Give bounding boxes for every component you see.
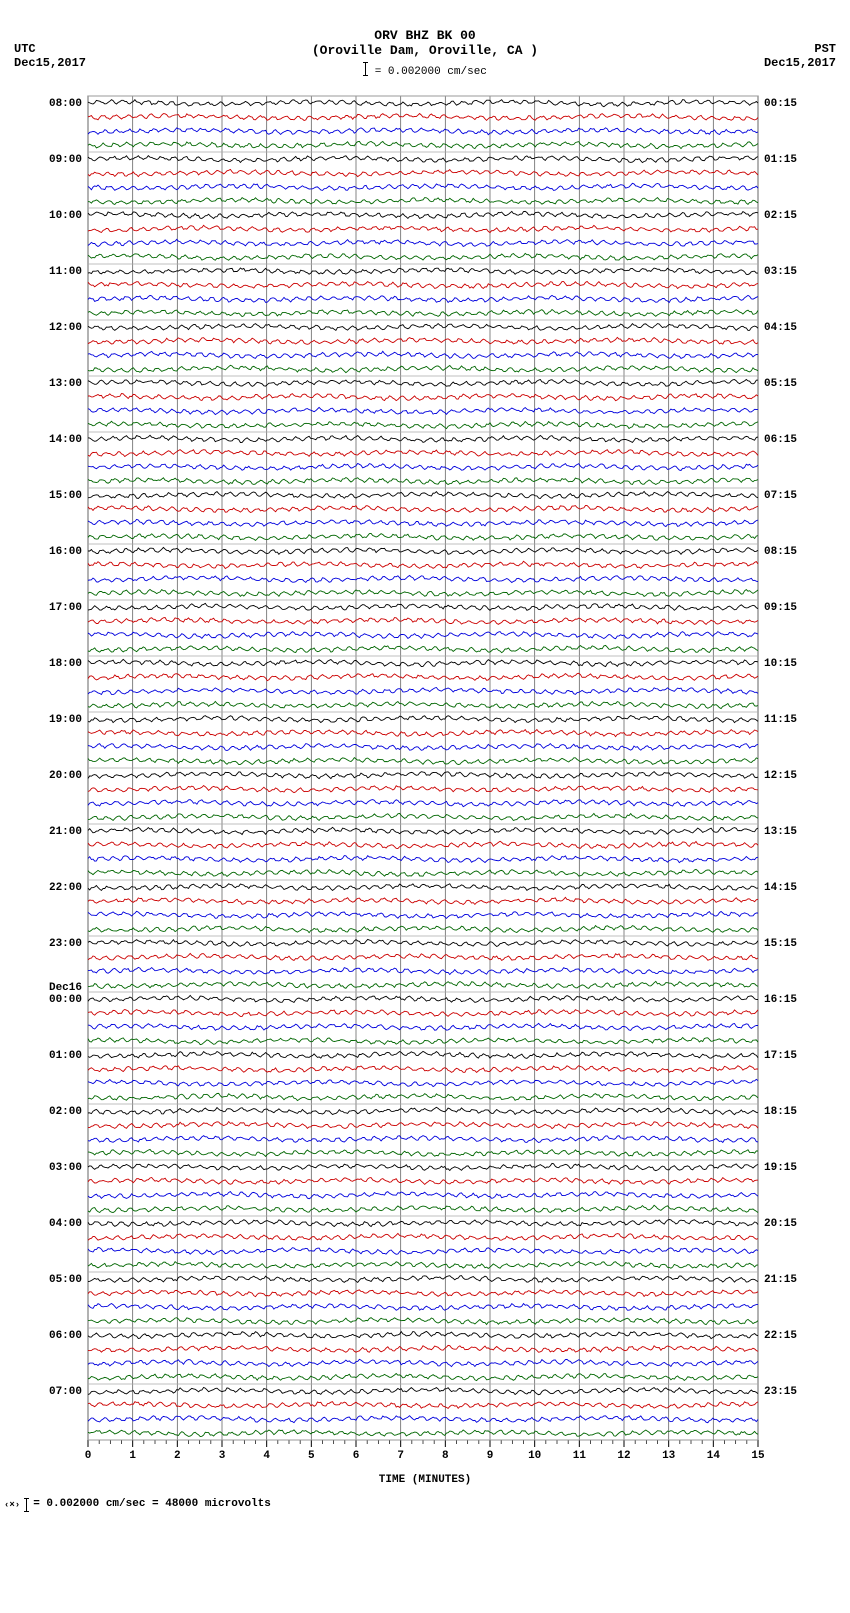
svg-text:19:00: 19:00 bbox=[49, 714, 82, 726]
svg-text:14: 14 bbox=[707, 1450, 721, 1462]
scale-indicator: = 0.002000 cm/sec bbox=[0, 62, 850, 78]
scale-text: = 0.002000 cm/sec bbox=[375, 66, 487, 78]
svg-text:09:00: 09:00 bbox=[49, 154, 82, 166]
svg-text:03:00: 03:00 bbox=[49, 1162, 82, 1174]
tz-left: UTC Dec15,2017 bbox=[14, 42, 86, 70]
svg-text:09:15: 09:15 bbox=[764, 602, 797, 614]
seismogram-plot: 012345678910111213141508:0009:0010:0011:… bbox=[32, 90, 818, 1476]
svg-text:01:00: 01:00 bbox=[49, 1050, 82, 1062]
svg-text:Dec16: Dec16 bbox=[49, 982, 82, 994]
footer: ‹×› = 0.002000 cm/sec = 48000 microvolts bbox=[0, 1486, 850, 1520]
svg-text:3: 3 bbox=[219, 1450, 226, 1462]
svg-text:5: 5 bbox=[308, 1450, 315, 1462]
svg-text:04:15: 04:15 bbox=[764, 322, 797, 334]
svg-text:13:15: 13:15 bbox=[764, 826, 797, 838]
svg-text:07:00: 07:00 bbox=[49, 1386, 82, 1398]
svg-text:02:15: 02:15 bbox=[764, 210, 797, 222]
svg-text:14:15: 14:15 bbox=[764, 882, 797, 894]
svg-text:08:15: 08:15 bbox=[764, 546, 797, 558]
svg-text:10:00: 10:00 bbox=[49, 210, 82, 222]
svg-text:8: 8 bbox=[442, 1450, 449, 1462]
tz-left-label: UTC bbox=[14, 42, 36, 56]
svg-text:0: 0 bbox=[85, 1450, 92, 1462]
svg-text:11:00: 11:00 bbox=[49, 266, 82, 278]
svg-text:7: 7 bbox=[397, 1450, 404, 1462]
svg-text:07:15: 07:15 bbox=[764, 490, 797, 502]
footer-scale-bar-icon bbox=[26, 1498, 27, 1512]
svg-text:08:00: 08:00 bbox=[49, 98, 82, 110]
tz-right-label: PST bbox=[814, 42, 836, 56]
svg-text:9: 9 bbox=[487, 1450, 494, 1462]
svg-text:05:00: 05:00 bbox=[49, 1274, 82, 1286]
footer-text: = 0.002000 cm/sec = 48000 microvolts bbox=[33, 1498, 271, 1510]
svg-text:17:15: 17:15 bbox=[764, 1050, 797, 1062]
svg-text:06:00: 06:00 bbox=[49, 1330, 82, 1342]
svg-text:14:00: 14:00 bbox=[49, 434, 82, 446]
svg-text:11:15: 11:15 bbox=[764, 714, 797, 726]
svg-text:02:00: 02:00 bbox=[49, 1106, 82, 1118]
tz-right-date: Dec15,2017 bbox=[764, 56, 836, 70]
svg-text:00:15: 00:15 bbox=[764, 98, 797, 110]
svg-text:12: 12 bbox=[617, 1450, 630, 1462]
svg-text:21:00: 21:00 bbox=[49, 826, 82, 838]
svg-text:10:15: 10:15 bbox=[764, 658, 797, 670]
svg-text:1: 1 bbox=[129, 1450, 136, 1462]
tz-right: PST Dec15,2017 bbox=[764, 42, 836, 70]
svg-text:18:00: 18:00 bbox=[49, 658, 82, 670]
svg-text:20:15: 20:15 bbox=[764, 1218, 797, 1230]
svg-text:15:15: 15:15 bbox=[764, 938, 797, 950]
svg-text:2: 2 bbox=[174, 1450, 181, 1462]
svg-text:15: 15 bbox=[751, 1450, 765, 1462]
xaxis-label: TIME (MINUTES) bbox=[0, 1474, 850, 1486]
svg-text:00:00: 00:00 bbox=[49, 994, 82, 1006]
station-code: ORV BHZ BK 00 bbox=[0, 28, 850, 43]
tz-left-date: Dec15,2017 bbox=[14, 56, 86, 70]
svg-text:17:00: 17:00 bbox=[49, 602, 82, 614]
svg-text:21:15: 21:15 bbox=[764, 1274, 797, 1286]
header: UTC Dec15,2017 PST Dec15,2017 ORV BHZ BK… bbox=[0, 0, 850, 90]
svg-text:16:00: 16:00 bbox=[49, 546, 82, 558]
svg-text:11: 11 bbox=[573, 1450, 587, 1462]
svg-text:19:15: 19:15 bbox=[764, 1162, 797, 1174]
svg-text:23:00: 23:00 bbox=[49, 938, 82, 950]
svg-text:6: 6 bbox=[353, 1450, 360, 1462]
svg-text:12:15: 12:15 bbox=[764, 770, 797, 782]
svg-text:10: 10 bbox=[528, 1450, 541, 1462]
svg-text:15:00: 15:00 bbox=[49, 490, 82, 502]
svg-text:23:15: 23:15 bbox=[764, 1386, 797, 1398]
svg-text:06:15: 06:15 bbox=[764, 434, 797, 446]
svg-text:01:15: 01:15 bbox=[764, 154, 797, 166]
svg-text:16:15: 16:15 bbox=[764, 994, 797, 1006]
svg-text:03:15: 03:15 bbox=[764, 266, 797, 278]
svg-text:18:15: 18:15 bbox=[764, 1106, 797, 1118]
svg-text:13: 13 bbox=[662, 1450, 676, 1462]
svg-text:05:15: 05:15 bbox=[764, 378, 797, 390]
station-location: (Oroville Dam, Oroville, CA ) bbox=[0, 43, 850, 58]
svg-text:04:00: 04:00 bbox=[49, 1218, 82, 1230]
footer-prefix: ‹×› bbox=[4, 1500, 20, 1510]
seismogram-container: UTC Dec15,2017 PST Dec15,2017 ORV BHZ BK… bbox=[0, 0, 850, 1520]
svg-text:4: 4 bbox=[263, 1450, 270, 1462]
svg-text:13:00: 13:00 bbox=[49, 378, 82, 390]
svg-text:12:00: 12:00 bbox=[49, 322, 82, 334]
scale-bar-icon bbox=[365, 62, 366, 76]
svg-text:20:00: 20:00 bbox=[49, 770, 82, 782]
svg-text:22:00: 22:00 bbox=[49, 882, 82, 894]
svg-text:22:15: 22:15 bbox=[764, 1330, 797, 1342]
